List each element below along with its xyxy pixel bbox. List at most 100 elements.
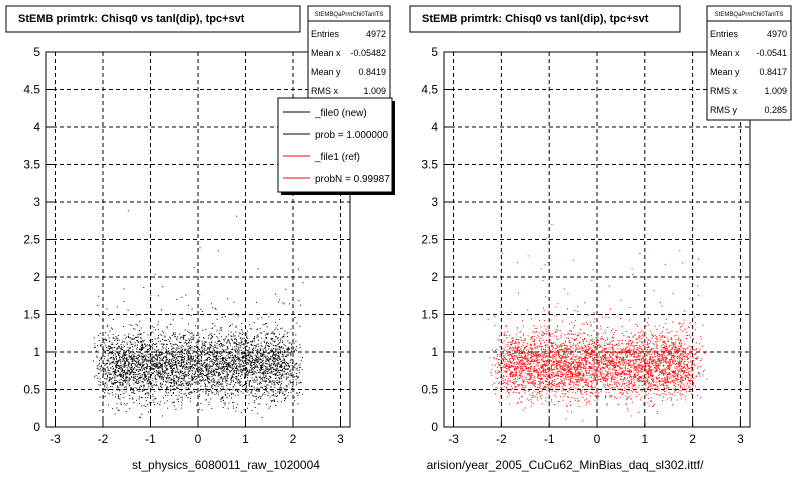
data-point (280, 374, 282, 376)
data-point (116, 361, 118, 363)
data-point (231, 392, 233, 394)
data-point (172, 332, 174, 334)
data-point (496, 349, 498, 351)
data-point (248, 354, 250, 355)
data-point (153, 360, 155, 362)
data-point (243, 409, 245, 411)
data-point (234, 369, 236, 371)
data-point (222, 366, 224, 368)
data-point (587, 360, 588, 362)
data-point (114, 359, 115, 361)
data-point (162, 378, 164, 380)
data-point (227, 298, 229, 300)
data-point (596, 370, 598, 372)
data-point (686, 359, 688, 360)
data-point (226, 352, 228, 354)
data-point (214, 341, 216, 343)
data-point (206, 357, 208, 359)
data-point (173, 381, 175, 383)
data-point (287, 368, 289, 370)
data-point (154, 389, 155, 390)
data-point (238, 353, 240, 355)
data-point (592, 358, 594, 360)
data-point (151, 359, 153, 361)
data-point (183, 378, 185, 380)
data-point (190, 365, 192, 367)
data-point (287, 365, 289, 367)
data-point (279, 363, 281, 365)
data-point (627, 370, 629, 372)
data-point (277, 400, 279, 402)
data-point (152, 365, 154, 367)
data-point (259, 359, 261, 360)
legend-frame (277, 97, 393, 193)
data-point (284, 371, 286, 373)
data-point (283, 367, 285, 369)
scatter-points (487, 223, 708, 422)
data-point (157, 321, 159, 323)
data-point (257, 357, 259, 359)
data-point (565, 369, 567, 371)
data-point (218, 384, 220, 386)
data-point (159, 359, 161, 361)
data-point (536, 357, 538, 359)
data-point (246, 383, 248, 384)
data-point (144, 384, 146, 386)
data-point (194, 375, 196, 377)
data-point (238, 383, 240, 385)
data-point (225, 389, 227, 391)
data-point (150, 383, 152, 385)
data-point (645, 377, 647, 379)
data-point (133, 358, 135, 360)
data-point (232, 379, 234, 381)
data-point (232, 364, 234, 366)
data-point (209, 333, 211, 335)
data-point (156, 371, 158, 373)
data-point (211, 359, 213, 361)
data-point (98, 364, 100, 366)
data-point (642, 371, 644, 373)
data-point (538, 377, 540, 379)
data-point (180, 360, 182, 362)
data-point (196, 405, 198, 407)
data-point (217, 362, 218, 364)
data-point (205, 385, 206, 387)
data-point (131, 370, 133, 372)
data-point (205, 365, 207, 367)
data-point (297, 395, 299, 396)
data-point (139, 330, 140, 331)
data-point (208, 404, 210, 406)
data-point (231, 323, 233, 325)
data-point (238, 361, 240, 363)
data-point (261, 352, 263, 354)
data-point (135, 357, 137, 359)
data-point (270, 366, 272, 368)
data-point (142, 356, 144, 358)
data-point (105, 372, 107, 374)
data-point (136, 368, 138, 370)
data-point (262, 365, 264, 367)
data-point (260, 342, 262, 344)
data-point (208, 353, 210, 355)
data-point (194, 355, 196, 357)
data-point (208, 373, 210, 375)
data-point (266, 366, 268, 368)
data-point (607, 365, 608, 367)
data-point (243, 364, 245, 366)
data-point (199, 374, 200, 376)
data-point (516, 368, 518, 370)
data-point (271, 395, 273, 397)
data-point (142, 365, 144, 367)
data-point (655, 361, 657, 363)
data-point (154, 378, 156, 380)
data-point (223, 362, 225, 364)
data-point (235, 390, 237, 392)
data-point (186, 365, 187, 367)
data-point (123, 355, 125, 357)
data-point (183, 365, 185, 367)
data-point (259, 363, 261, 365)
data-point (119, 351, 121, 353)
data-point (279, 387, 281, 389)
data-point (204, 366, 205, 368)
data-point (188, 348, 190, 349)
